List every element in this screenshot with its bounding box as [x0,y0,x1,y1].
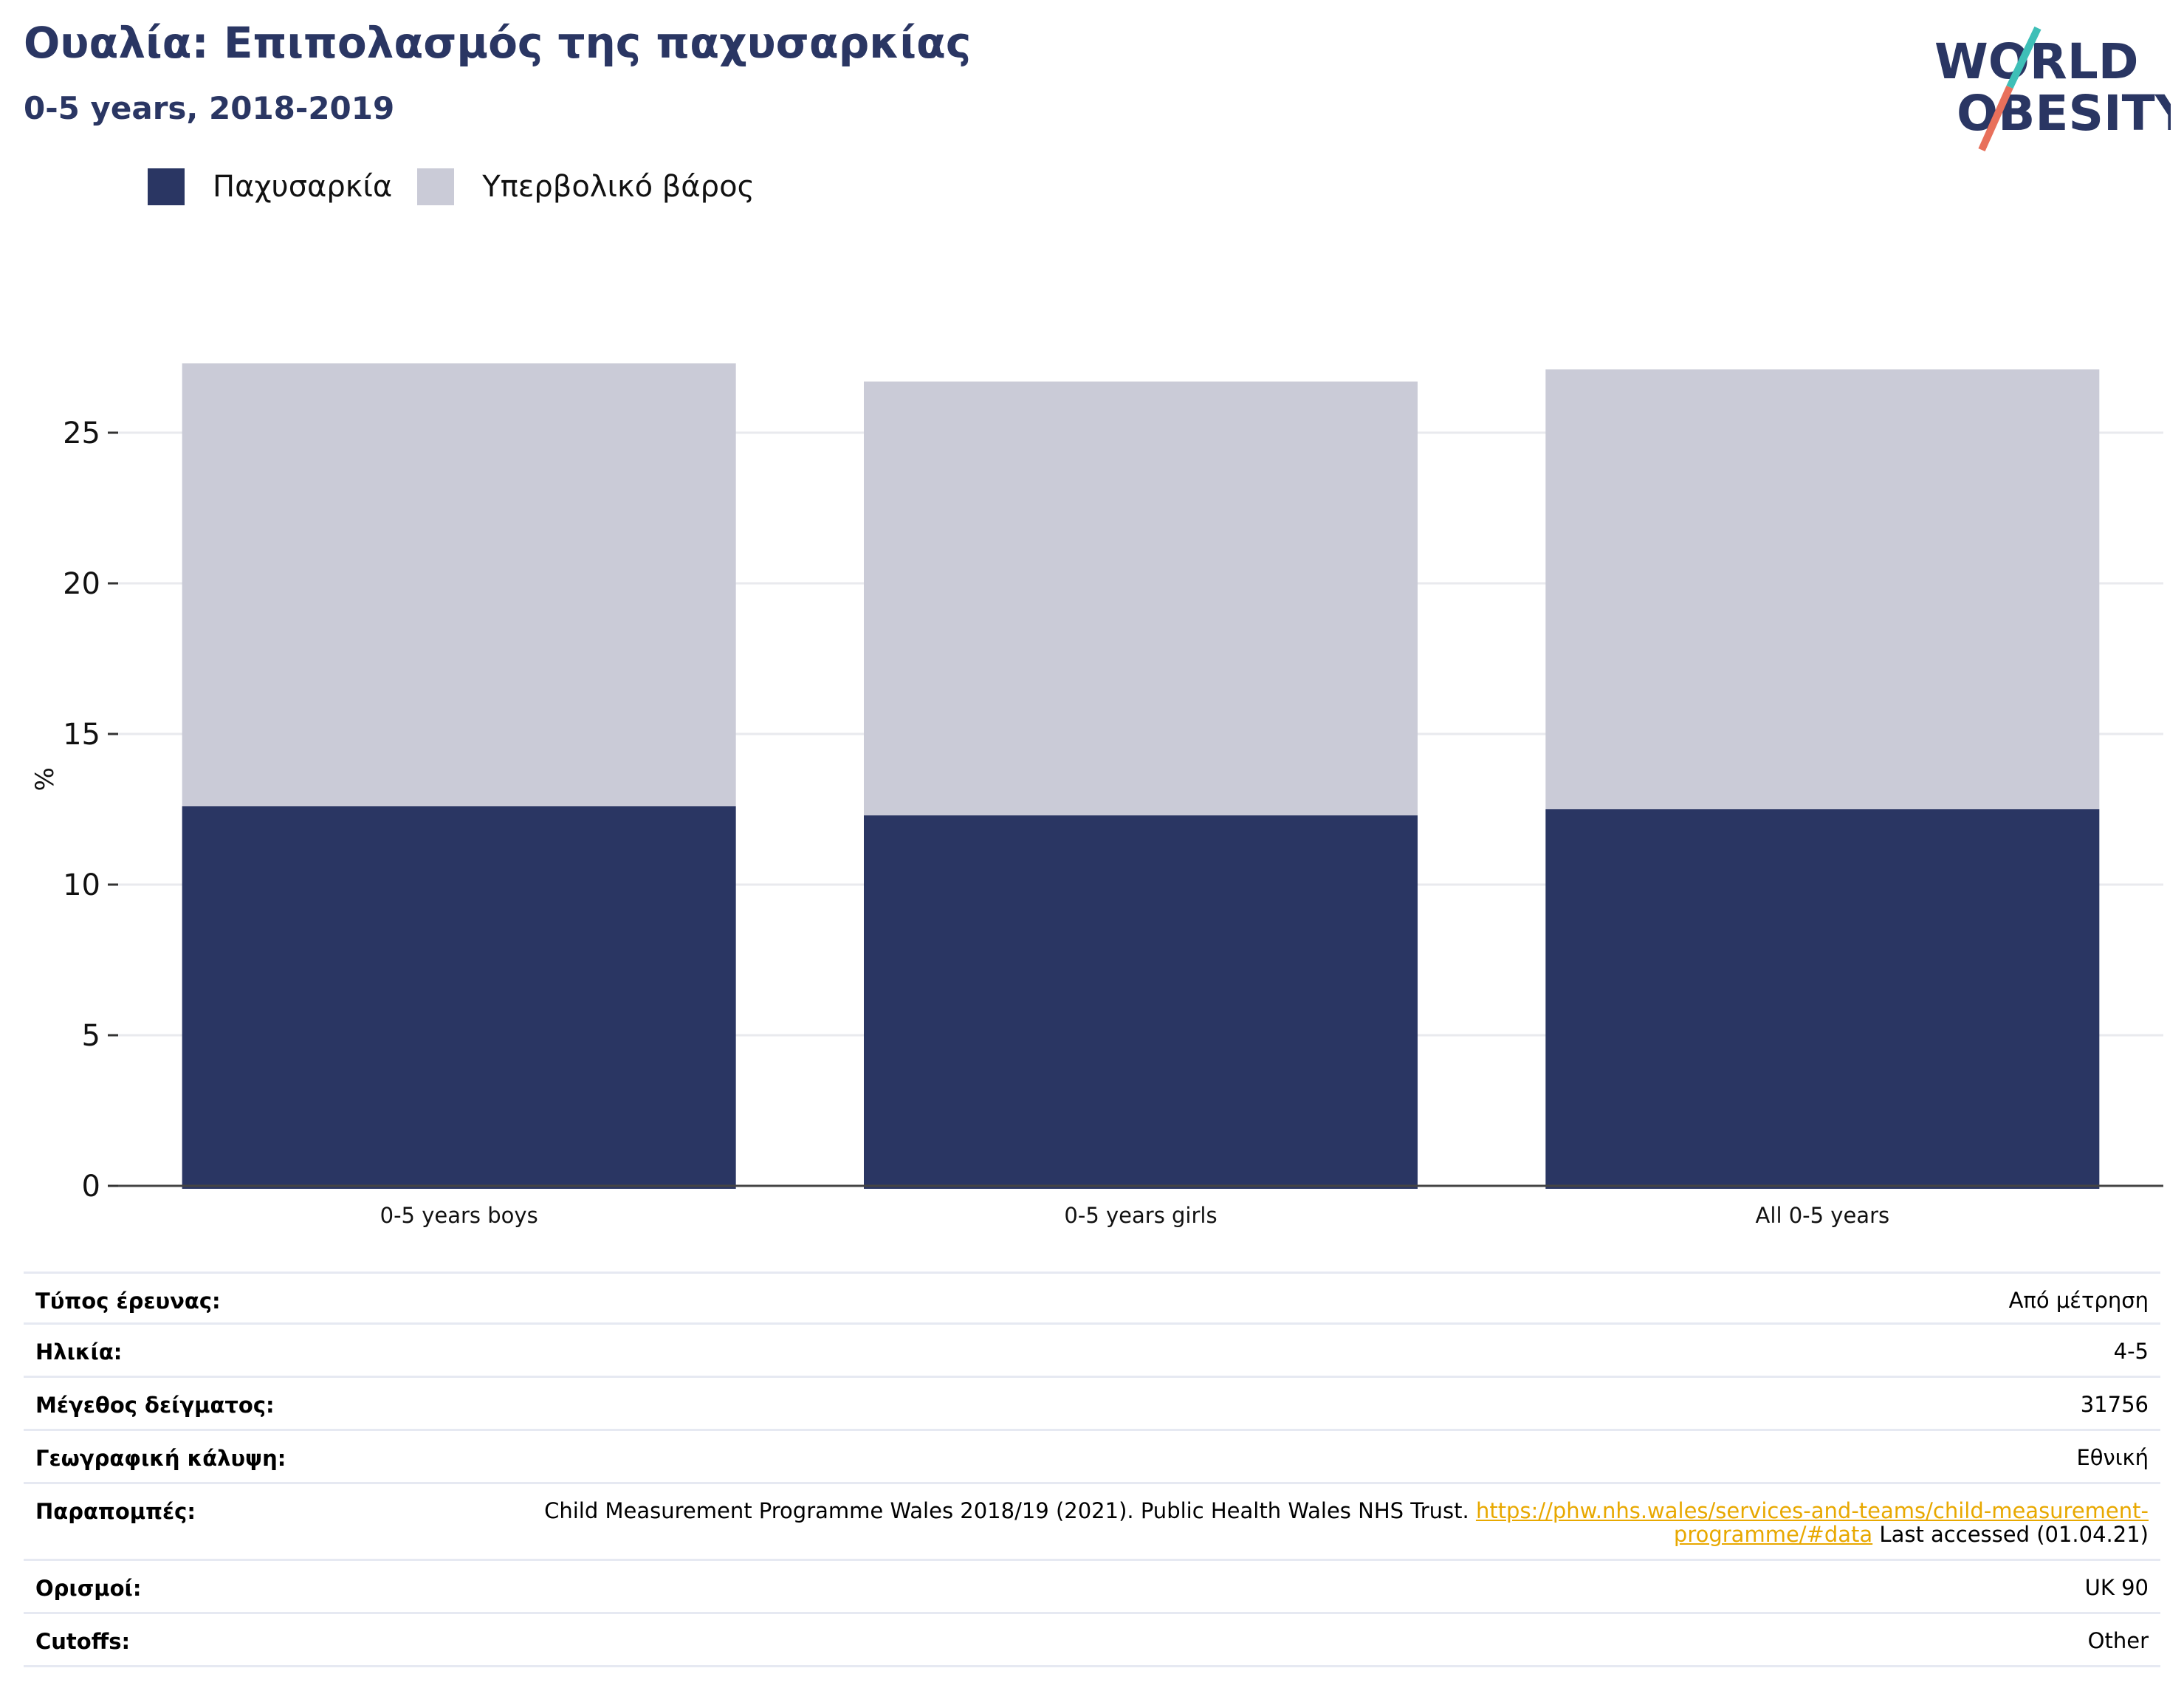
y-axis-label: % [30,767,60,791]
metadata-key: Ορισμοί: [35,1576,142,1601]
reference-access-date: Last accessed (01.04.21) [1872,1522,2149,1547]
chart-legend: Παχυσαρκία Υπερβολικό βάρος [148,168,780,205]
metadata-key: Παραπομπές: [35,1499,196,1524]
bar-overweight [864,381,1418,816]
bar-overweight [182,363,736,806]
survey-metadata-table: Τύπος έρευνας: Από μέτρηση Ηλικία: 4-5 Μέγεθ… [24,1272,2160,1667]
stacked-bar-chart: 0 5 10 15 20 25% 0-5 years boys 0-5 years girls… [30,363,2163,1228]
legend-item-overweight[interactable]: Υπερβολικό βάρος [417,168,755,205]
legend-label-overweight: Υπερβολικό βάρος [482,170,755,204]
metadata-value: UK 90 [2084,1575,2149,1600]
metadata-value: Εθνική [2076,1445,2149,1470]
reference-text: Child Measurement Programme Wales 2018/1… [544,1498,1476,1523]
metadata-key: Τύπος έρευνας: [35,1288,221,1314]
x-tick-label: 0-5 years girls [1064,1203,1217,1228]
metadata-key: Γεωγραφική κάλυψη: [35,1446,286,1471]
y-tick-label: 15 [63,718,100,752]
legend-item-obesity[interactable]: Παχυσαρκία [148,168,392,205]
bar-obesity [182,806,736,1189]
world-obesity-logo: WORLD OBESITY [1927,21,2184,154]
metadata-key: Cutoffs: [35,1629,131,1654]
legend-swatch-obesity [148,168,185,205]
legend-label-obesity: Παχυσαρκία [213,170,393,204]
bar-obesity [1545,809,2100,1189]
metadata-value: 4-5 [2113,1339,2149,1364]
y-tick-label: 20 [63,567,100,601]
metadata-row: Ηλικία: 4-5 [24,1325,2160,1378]
bar-overweight [1545,369,2100,809]
metadata-row: Τύπος έρευνας: Από μέτρηση [24,1272,2160,1325]
y-tick-label: 10 [63,868,100,902]
metadata-row: Γεωγραφική κάλυψη: Εθνική [24,1431,2160,1484]
metadata-value: Other [2087,1628,2149,1653]
metadata-value: Από μέτρηση [2008,1288,2149,1313]
reference-link[interactable]: https://phw.nhs.wales/services-and-teams… [1475,1498,2149,1547]
metadata-key: Μέγεθος δείγματος: [35,1393,275,1418]
logo-line-1: WORLD [1934,33,2139,90]
metadata-value: 31756 [2080,1392,2149,1417]
metadata-row: Παραπομπές: Child Measurement Programme W… [24,1484,2160,1561]
metadata-row: Cutoffs: Other [24,1614,2160,1667]
chart-subtitle: 0-5 years, 2018-2019 [24,90,395,126]
metadata-value: Child Measurement Programme Wales 2018/1… [450,1499,2149,1546]
x-tick-label: 0-5 years boys [380,1203,538,1228]
logo-slash-coral [1978,85,2013,152]
metadata-row: Ορισμοί: UK 90 [24,1561,2160,1614]
chart-title: Ουαλία: Επιπολασμός της παχυσαρκίας [24,18,972,68]
x-tick-label: All 0-5 years [1756,1203,1890,1228]
y-tick-label: 5 [82,1019,100,1053]
bar-obesity [864,815,1418,1189]
metadata-row: Μέγεθος δείγματος: 31756 [24,1378,2160,1431]
y-tick-label: 0 [82,1170,100,1204]
legend-swatch-overweight [417,168,455,205]
metadata-key: Ηλικία: [35,1339,123,1365]
y-tick-label: 25 [63,416,100,450]
logo-slash-teal [2006,26,2042,89]
